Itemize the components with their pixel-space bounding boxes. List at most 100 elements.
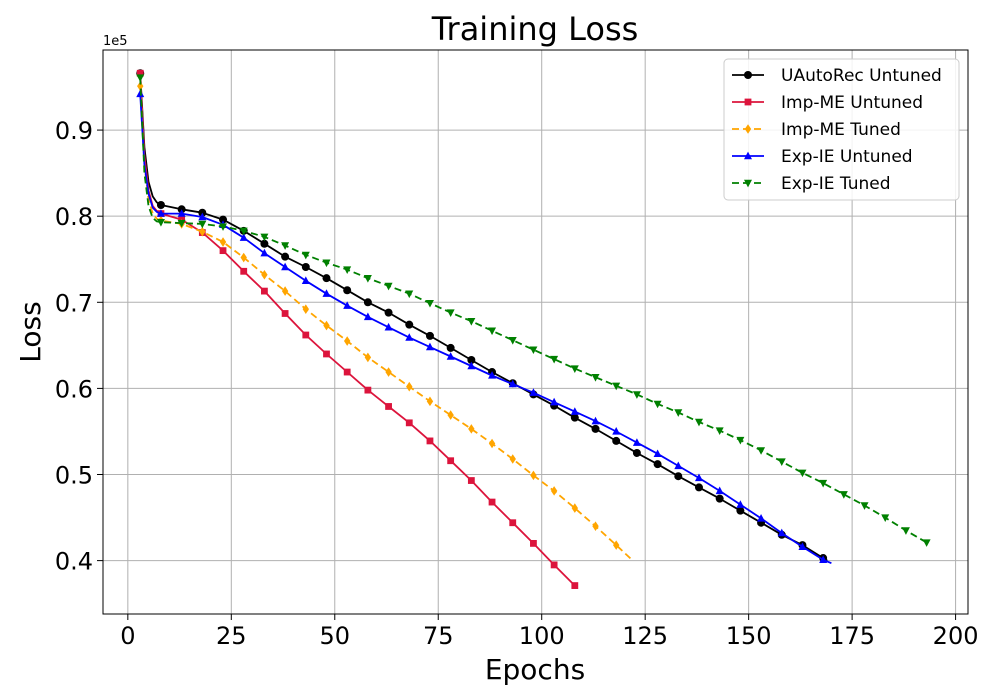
data-point [425, 331, 434, 340]
legend-marker [744, 124, 752, 134]
data-point [239, 233, 248, 241]
data-point [301, 262, 310, 271]
data-point [385, 367, 392, 377]
data-point [571, 503, 579, 513]
data-point [550, 355, 559, 364]
data-point [301, 276, 310, 284]
data-point [198, 212, 207, 221]
data-point [156, 200, 165, 209]
data-point [281, 252, 290, 261]
legend: UAutoRec Untuned Imp-ME Untuned Imp-ME Tun… [723, 58, 960, 201]
data-point [261, 269, 268, 280]
data-point [405, 333, 414, 341]
data-point [322, 259, 331, 268]
data-point [363, 312, 372, 321]
data-point [323, 320, 330, 331]
data-point [364, 386, 372, 394]
data-point [591, 374, 600, 382]
legend-label: Exp-IE Untuned [781, 147, 913, 167]
data-point [281, 262, 290, 271]
data-point [343, 368, 351, 376]
data-point [198, 220, 207, 229]
plot-frame [102, 49, 969, 615]
data-point [240, 252, 247, 263]
data-point [467, 477, 475, 484]
data-point [715, 486, 724, 495]
data-point [819, 479, 828, 488]
data-point [322, 274, 331, 283]
data-point [446, 309, 455, 318]
y-offset-label: 1e5 [103, 34, 128, 49]
x-tick-label: 150 [726, 622, 772, 650]
data-point [343, 336, 351, 346]
data-point [467, 355, 476, 364]
data-point [632, 448, 641, 457]
data-point [508, 379, 517, 388]
legend-marker [744, 179, 752, 188]
x-tick-label: 25 [216, 622, 247, 650]
data-point [632, 438, 641, 446]
data-point [632, 391, 641, 399]
data-point [301, 251, 310, 260]
data-point [860, 502, 869, 510]
y-tick-label: 0.9 [55, 117, 93, 145]
data-point [529, 346, 538, 355]
data-point [343, 266, 352, 274]
data-point [240, 267, 248, 275]
data-point [530, 539, 537, 547]
data-point [488, 327, 497, 336]
data-point [653, 449, 662, 458]
data-point [612, 427, 621, 435]
data-point [405, 419, 413, 427]
data-point [591, 424, 600, 433]
data-point [508, 336, 517, 345]
y-axis-ticks: 0.4 0.5 0.6 0.7 0.8 0.9 [55, 117, 103, 576]
data-point [736, 500, 745, 508]
data-point [530, 470, 537, 481]
data-point [239, 227, 248, 236]
series-uautorec-untuned [136, 69, 828, 563]
data-point [426, 396, 434, 407]
plot-series [136, 69, 931, 589]
data-point [137, 81, 144, 91]
x-tick-label: 100 [519, 622, 565, 650]
data-point [757, 514, 766, 522]
data-point [136, 74, 145, 82]
data-point [426, 437, 434, 445]
data-point [405, 290, 414, 299]
legend-item: Imp-ME Tuned [732, 120, 901, 140]
data-point [715, 427, 724, 435]
data-point [177, 219, 186, 228]
data-point [260, 248, 269, 257]
legend-item: Exp-IE Tuned [732, 174, 891, 194]
legend-label: UAutoRec Untuned [781, 66, 942, 86]
x-tick-label: 50 [319, 622, 350, 650]
data-point [591, 416, 600, 425]
data-point [653, 400, 662, 409]
data-point [260, 239, 269, 248]
x-axis-label: Epochs [485, 653, 585, 686]
legend-box [723, 58, 960, 201]
data-point [281, 242, 290, 250]
data-point [509, 454, 516, 464]
data-point [881, 514, 890, 522]
data-point [385, 403, 392, 410]
data-point [757, 447, 766, 455]
data-point [364, 352, 372, 363]
legend-marker [744, 71, 752, 79]
data-point [674, 409, 683, 417]
data-point [136, 69, 144, 77]
data-point [798, 469, 807, 478]
data-point [302, 304, 309, 314]
data-point [384, 308, 393, 317]
data-point [384, 282, 393, 291]
data-point [612, 436, 621, 445]
legend-label: Exp-IE Tuned [781, 174, 891, 194]
y-tick-label: 0.6 [55, 375, 93, 403]
y-tick-label: 0.4 [55, 548, 93, 576]
data-point [406, 381, 413, 392]
data-point [425, 342, 434, 351]
data-point [529, 388, 538, 396]
data-point [467, 361, 476, 370]
y-tick-label: 0.8 [55, 203, 93, 231]
